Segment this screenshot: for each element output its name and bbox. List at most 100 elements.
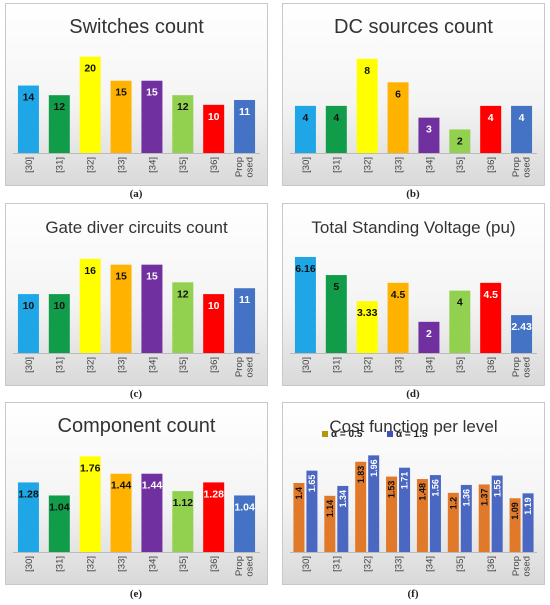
bar-value-label-1: 1.04 — [49, 501, 70, 513]
category-label-7: Proposed — [234, 556, 255, 577]
category-label-3: [33] — [393, 357, 404, 373]
series-1-value-label-5: 1.36 — [461, 489, 471, 507]
bar-value-label-4: 2 — [426, 328, 432, 340]
bar-value-label-0: 4 — [303, 112, 309, 124]
series-0-bar-1 — [324, 495, 336, 552]
bar-value-label-0: 6.16 — [295, 263, 316, 275]
series-0-value-label-5: 1.2 — [448, 497, 458, 510]
category-label-4: [34] — [424, 556, 435, 572]
bar-3 — [110, 264, 132, 353]
series-1-bar-6 — [491, 475, 503, 552]
bar-value-label-6: 4 — [488, 112, 494, 124]
series-1-bar-3 — [399, 467, 411, 552]
category-label-6: [36] — [209, 157, 220, 173]
legend-swatch-1 — [387, 431, 393, 437]
category-label-3: [33] — [393, 157, 404, 173]
bar-2 — [356, 301, 378, 353]
bar-5 — [172, 491, 194, 552]
bar-7 — [234, 288, 256, 353]
chart-title: DC sources count — [334, 16, 493, 38]
chart-panel-d: Total Standing Voltage (pu) 6.16 5 3.33 4.5 2… — [282, 203, 545, 386]
category-label-0: [30] — [301, 556, 312, 572]
series-1-bar-1 — [337, 485, 349, 552]
bar-value-label-0: 14 — [23, 92, 35, 104]
chart-panel-e: Component count 1.28 1.04 1.76 1.44 1.44 1.12 1… — [5, 402, 268, 585]
bar-0 — [294, 105, 316, 153]
bar-3 — [387, 82, 409, 153]
bar-value-label-6: 4.5 — [483, 289, 498, 301]
series-0-value-label-4: 1.48 — [418, 483, 428, 501]
bar-5 — [449, 129, 471, 153]
category-label-2: [32] — [363, 357, 374, 373]
series-1-value-label-0: 1.65 — [307, 475, 317, 493]
bar-7 — [511, 315, 533, 353]
chart-e-svg: Component count 1.28 1.04 1.76 1.44 1.44 1.12 1… — [5, 402, 268, 585]
chart-b-svg: DC sources count 4 4 8 6 3 2 4 4 [30] [31] [32] [33]… — [282, 3, 545, 186]
category-label-4: [34] — [424, 357, 435, 373]
bar-1 — [48, 294, 70, 353]
category-label-2: [32] — [86, 556, 97, 572]
series-0-bar-4 — [416, 479, 428, 552]
chart-panel-b: DC sources count 4 4 8 6 3 2 4 4 [30] [31] [32] [33]… — [282, 3, 545, 186]
category-label-3: [33] — [116, 157, 127, 173]
bar-2 — [356, 58, 378, 153]
bar-1 — [325, 105, 347, 153]
chart-background — [5, 3, 268, 186]
category-label-3: [33] — [116, 357, 127, 373]
series-1-value-label-2: 1.96 — [369, 459, 379, 477]
series-0-bar-3 — [386, 476, 398, 552]
bar-0 — [17, 85, 39, 153]
series-0-value-label-1: 1.14 — [325, 500, 335, 518]
bar-value-label-1: 12 — [53, 101, 65, 113]
bar-value-label-7: 2.43 — [511, 321, 532, 333]
category-label-6: [36] — [209, 357, 220, 373]
caption-f: (f) — [407, 588, 419, 600]
bar-3 — [110, 473, 132, 552]
category-label-7: Proposed — [511, 157, 532, 178]
bar-value-label-0: 10 — [23, 300, 35, 312]
category-label-5: [35] — [455, 556, 466, 572]
series-0-bar-6 — [478, 484, 490, 552]
category-label-2: [32] — [86, 157, 97, 173]
bar-6 — [203, 294, 225, 353]
series-1-bar-7 — [522, 493, 534, 552]
series-0-value-label-6: 1.37 — [479, 488, 489, 506]
series-1-value-label-6: 1.55 — [492, 480, 502, 498]
series-1-bar-4 — [429, 475, 441, 552]
category-label-6: [36] — [486, 556, 497, 572]
bar-value-label-2: 1.76 — [80, 462, 101, 474]
series-1-value-label-1: 1.34 — [338, 490, 348, 508]
category-label-4: [34] — [424, 157, 435, 173]
bar-value-label-6: 1.28 — [203, 488, 224, 500]
chart-title: Switches count — [69, 16, 204, 38]
category-label-4: [34] — [147, 157, 158, 173]
caption-a: (a) — [129, 188, 143, 200]
bar-1 — [325, 275, 347, 353]
category-label-1: [31] — [332, 556, 343, 572]
bar-5 — [172, 282, 194, 353]
bar-0 — [17, 482, 39, 552]
bar-value-label-2: 20 — [84, 63, 96, 75]
chart-a-svg: Switches count 14 12 20 15 15 12 10 11 [30] [31] [3… — [5, 3, 268, 186]
chart-title: Total Standing Voltage (pu) — [311, 218, 515, 237]
bar-value-label-7: 1.04 — [234, 501, 255, 513]
bar-value-label-4: 15 — [146, 271, 158, 283]
bar-value-label-1: 4 — [333, 112, 339, 124]
bar-7 — [234, 495, 256, 552]
chart-background — [282, 3, 545, 186]
bar-4 — [141, 473, 163, 552]
category-label-6: [36] — [209, 556, 220, 572]
category-label-4: [34] — [147, 556, 158, 572]
bar-value-label-5: 1.12 — [173, 497, 194, 509]
bar-value-label-5: 12 — [177, 288, 189, 300]
bar-0 — [294, 256, 316, 353]
bar-4 — [141, 80, 163, 153]
series-1-bar-0 — [306, 470, 318, 552]
chart-title: Gate diver circuits count — [45, 218, 228, 237]
category-label-5: [35] — [178, 357, 189, 373]
caption-e: (e) — [129, 588, 143, 600]
bar-value-label-7: 11 — [239, 106, 250, 118]
bar-value-label-2: 3.33 — [357, 307, 378, 319]
bar-7 — [234, 100, 256, 153]
